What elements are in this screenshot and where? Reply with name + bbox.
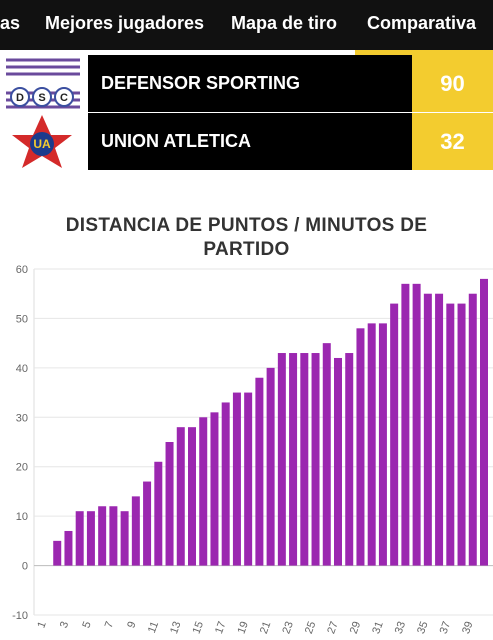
team-row: UA UNION ATLETICA 32	[0, 113, 493, 170]
team-name: UNION ATLETICA	[88, 113, 412, 170]
bar	[423, 293, 432, 566]
bar	[277, 353, 286, 566]
y-tick-label: 20	[16, 462, 28, 474]
team-logo: D S C	[0, 55, 88, 112]
bar	[120, 511, 129, 566]
x-tick-label: 3	[58, 620, 71, 630]
bar	[435, 293, 444, 566]
tab[interactable]: as	[0, 13, 21, 33]
bar	[356, 328, 365, 566]
logo-art: D S C	[6, 58, 80, 109]
y-tick-label: 10	[16, 511, 28, 523]
tab[interactable]: Mapa de tiro	[231, 13, 338, 33]
x-tick-label: 19	[236, 620, 251, 636]
team-score: 32	[412, 113, 493, 170]
bar	[390, 303, 399, 566]
logo-text: UA	[33, 137, 51, 151]
x-tick-label: 13	[168, 620, 183, 636]
bar	[300, 353, 309, 566]
x-tick-label: 33	[393, 620, 408, 636]
active-tab-indicator	[355, 50, 493, 55]
bar	[480, 278, 488, 566]
x-tick-label: 23	[280, 620, 295, 636]
bar	[176, 427, 185, 566]
bar	[143, 481, 152, 566]
logo-letter: C	[60, 92, 68, 104]
x-tick-label: 21	[258, 620, 273, 636]
team-score: 90	[412, 55, 493, 112]
bar	[457, 303, 466, 566]
bar	[401, 283, 410, 566]
bar	[86, 511, 95, 566]
logo-letter: S	[38, 92, 45, 104]
bar	[468, 293, 477, 566]
bar	[188, 427, 196, 566]
tab[interactable]: Comparativa	[367, 13, 477, 33]
team-logo: UA	[0, 113, 88, 170]
y-tick-label: 40	[16, 363, 28, 375]
y-tick-label: -10	[12, 610, 28, 622]
x-tick-label: 39	[460, 620, 475, 636]
bar	[412, 283, 421, 566]
y-tick-label: 30	[16, 412, 28, 424]
bar	[75, 511, 84, 566]
bar	[199, 417, 208, 566]
tab-bar: as Mejores jugadores Mapa de tiro Compar…	[0, 0, 493, 50]
bar	[64, 530, 73, 566]
x-tick-label: 25	[303, 620, 318, 636]
bar	[210, 412, 219, 566]
tab[interactable]: Mejores jugadores	[45, 13, 205, 33]
bar	[345, 353, 354, 566]
x-tick-label: 35	[415, 620, 430, 636]
bar	[53, 540, 62, 566]
team-name: DEFENSOR SPORTING	[88, 55, 412, 112]
x-tick-label: 1	[35, 620, 48, 630]
bar	[98, 506, 107, 566]
x-tick-label: 5	[80, 620, 93, 630]
bar	[221, 402, 230, 566]
bar	[131, 496, 140, 566]
bar	[266, 367, 275, 566]
logo-letter: D	[16, 92, 24, 104]
bar	[311, 353, 320, 566]
bar	[165, 442, 174, 566]
x-tick-label: 31	[370, 620, 385, 636]
bar	[232, 392, 241, 566]
x-tick-label: 11	[146, 620, 161, 635]
x-tick-label: 29	[348, 620, 363, 636]
bar	[322, 343, 331, 566]
x-tick-label: 17	[213, 620, 228, 636]
bar	[378, 323, 387, 566]
x-tick-label: 7	[103, 620, 116, 630]
x-tick-label: 27	[325, 620, 340, 636]
bar	[154, 461, 163, 566]
chart-title: DISTANCIA DE PUNTOS / MINUTOS DE PARTIDO	[65, 215, 428, 260]
y-tick-label: 0	[22, 561, 28, 573]
bar	[367, 323, 376, 566]
x-tick-label: 15	[191, 620, 206, 636]
y-tick-label: 60	[16, 264, 28, 276]
x-tick-label: 9	[125, 620, 138, 630]
bar	[334, 357, 342, 566]
x-tick-label: 37	[438, 620, 453, 636]
bar	[244, 392, 253, 566]
bar	[446, 303, 455, 566]
y-tick-label: 50	[16, 313, 28, 325]
bar	[255, 377, 264, 566]
logo-art: UA	[12, 115, 72, 168]
bar	[289, 353, 298, 566]
team-row: D S C DEFENSOR SPORTING 90	[0, 55, 493, 112]
bar	[109, 506, 118, 566]
